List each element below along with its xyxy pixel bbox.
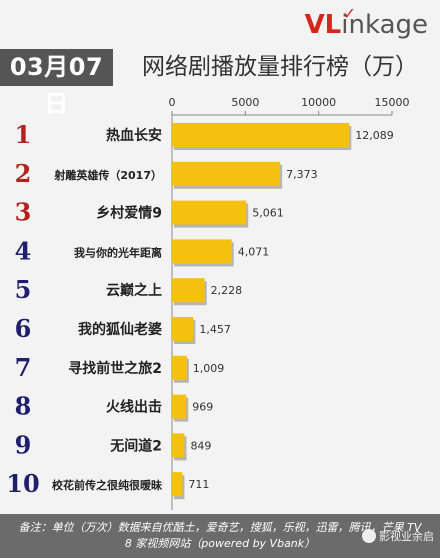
bar (172, 317, 194, 341)
rank-label: 4 (15, 236, 32, 265)
value-label: 7,373 (286, 168, 318, 181)
category-label: 热血长安 (106, 127, 162, 144)
x-tick-label: 5000 (231, 96, 259, 109)
category-label: 无间道2 (109, 437, 162, 454)
bar (172, 123, 350, 147)
rank-label: 9 (15, 430, 32, 459)
category-label: 校花前传之很纯很暧昧 (52, 478, 163, 492)
category-label: 寻找前世之旅2 (68, 360, 162, 377)
rank-label: 10 (6, 469, 39, 498)
wechat-icon (362, 529, 376, 543)
value-label: 12,089 (355, 129, 394, 142)
value-label: 5,061 (252, 207, 284, 220)
watermark-text: 影视业余启 (379, 530, 434, 543)
rank-label: 2 (15, 159, 32, 188)
bar (172, 355, 187, 380)
rank-label: 1 (15, 120, 32, 149)
category-label: 我的狐仙老婆 (78, 321, 162, 338)
category-label: 乡村爱情9 (96, 205, 162, 222)
bar-chart: 0 5000 10000 15000 12,089 热血长安 1 7,373 射雕英雄传（201… (6, 96, 410, 510)
category-label: 云巅之上 (106, 282, 162, 299)
value-label: 1,457 (199, 323, 231, 336)
footer-note-line2: 8 家视频网站（powered by Vbank） (124, 537, 316, 550)
check-icon: ✓ (342, 4, 356, 23)
rank-label: 6 (15, 314, 32, 343)
value-label: 2,228 (211, 284, 243, 297)
page-title: 网络剧播放量排行榜（万） (142, 54, 418, 80)
bar (172, 472, 183, 497)
footer-note: 备注：单位（万次）数据来自优酷土，爱奇艺，搜狐，乐视，迅雷，腾讯，芒果 TV 8… (0, 514, 440, 558)
value-label: 969 (192, 401, 213, 414)
footer-note-line1: 备注：单位（万次）数据来自优酷土，爱奇艺，搜狐，乐视，迅雷，腾讯，芒果 TV (18, 521, 422, 534)
bar (172, 278, 205, 303)
bar (172, 239, 232, 264)
date-badge: 03月07日 (0, 49, 113, 118)
value-label: 711 (188, 478, 209, 491)
rank-label: 7 (15, 353, 32, 382)
bar (172, 200, 247, 225)
x-tick-label: 0 (169, 96, 176, 109)
rank-label: 5 (15, 275, 32, 304)
x-tick-label: 10000 (301, 96, 336, 109)
x-tick-label: 15000 (375, 96, 410, 109)
category-label: 火线出击 (106, 399, 162, 416)
value-label: 849 (190, 439, 211, 452)
rank-label: 8 (15, 392, 32, 421)
bar (172, 394, 187, 419)
watermark: 影视业余启 (362, 528, 434, 544)
bar (172, 433, 185, 458)
value-label: 4,071 (238, 245, 270, 258)
value-label: 1,009 (193, 362, 225, 375)
category-label: 我与你的光年距离 (74, 245, 162, 259)
vlinkage-logo: VLinkage ✓ (304, 4, 428, 40)
bar (172, 161, 281, 186)
category-label: 射雕英雄传（2017） (53, 168, 162, 182)
rank-label: 3 (15, 198, 32, 227)
